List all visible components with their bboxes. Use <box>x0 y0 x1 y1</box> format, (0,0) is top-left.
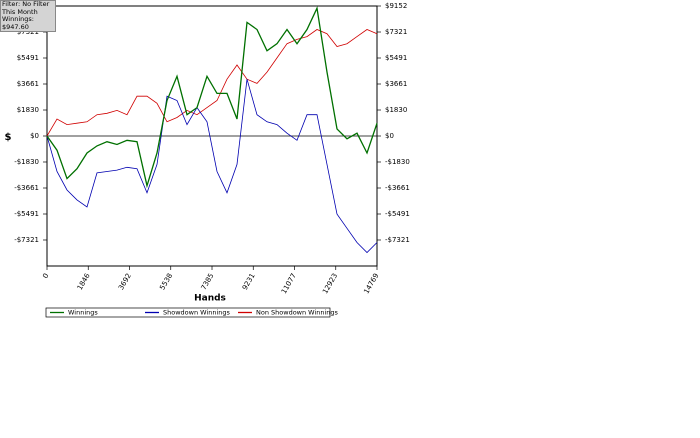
y-tick-label: -$3661 <box>385 184 410 192</box>
y-tick-label: $0 <box>385 132 394 140</box>
y-tick-label: $5491 <box>17 54 39 62</box>
x-tick-label: 7385 <box>200 272 216 291</box>
y-tick-label: -$1830 <box>14 158 39 166</box>
x-tick-label: 14769 <box>362 272 380 295</box>
y-tick-label: $7321 <box>17 28 39 36</box>
x-tick-label: 1846 <box>76 272 92 292</box>
info-winnings: Winnings: $947.60 <box>2 15 34 31</box>
series-line <box>46 79 378 254</box>
y-tick-label: $7321 <box>385 28 407 36</box>
y-tick-label: -$5491 <box>385 210 410 218</box>
y-tick-label: $9152 <box>385 2 407 10</box>
series-line <box>46 29 378 137</box>
series-line <box>46 6 378 189</box>
y-axis-label: $ <box>5 132 12 143</box>
x-tick-label: 3692 <box>117 272 133 291</box>
x-tick-label: 12923 <box>321 272 339 295</box>
y-tick-label: -$7321 <box>14 236 39 244</box>
y-tick-label: $3661 <box>385 80 407 88</box>
y-tick-label: $5491 <box>385 54 407 62</box>
y-tick-label: $1830 <box>385 106 407 114</box>
x-axis-label: Hands <box>194 294 226 304</box>
legend-label: Winnings <box>68 309 98 317</box>
y-tick-label: $0 <box>30 132 39 140</box>
y-tick-label: -$5491 <box>14 210 39 218</box>
y-tick-label: -$7321 <box>385 236 410 244</box>
x-tick-label: 11077 <box>280 272 298 295</box>
y-tick-label: -$3661 <box>14 184 39 192</box>
x-tick-label: 9231 <box>241 272 257 291</box>
legend-label: Showdown Winnings <box>163 309 231 317</box>
legend-label: Non Showdown Winnings <box>256 309 339 317</box>
y-tick-label: -$1830 <box>385 158 410 166</box>
x-tick-label: 5538 <box>158 272 174 291</box>
x-tick-label: 0 <box>41 272 50 280</box>
info-box: Filter: No Filter This Month Winnings: $… <box>0 0 56 32</box>
y-tick-label: $3661 <box>17 80 39 88</box>
y-tick-label: $1830 <box>17 106 39 114</box>
info-filter: Filter: No Filter <box>2 0 50 8</box>
legend <box>45 307 331 318</box>
info-period: This Month <box>2 7 38 16</box>
